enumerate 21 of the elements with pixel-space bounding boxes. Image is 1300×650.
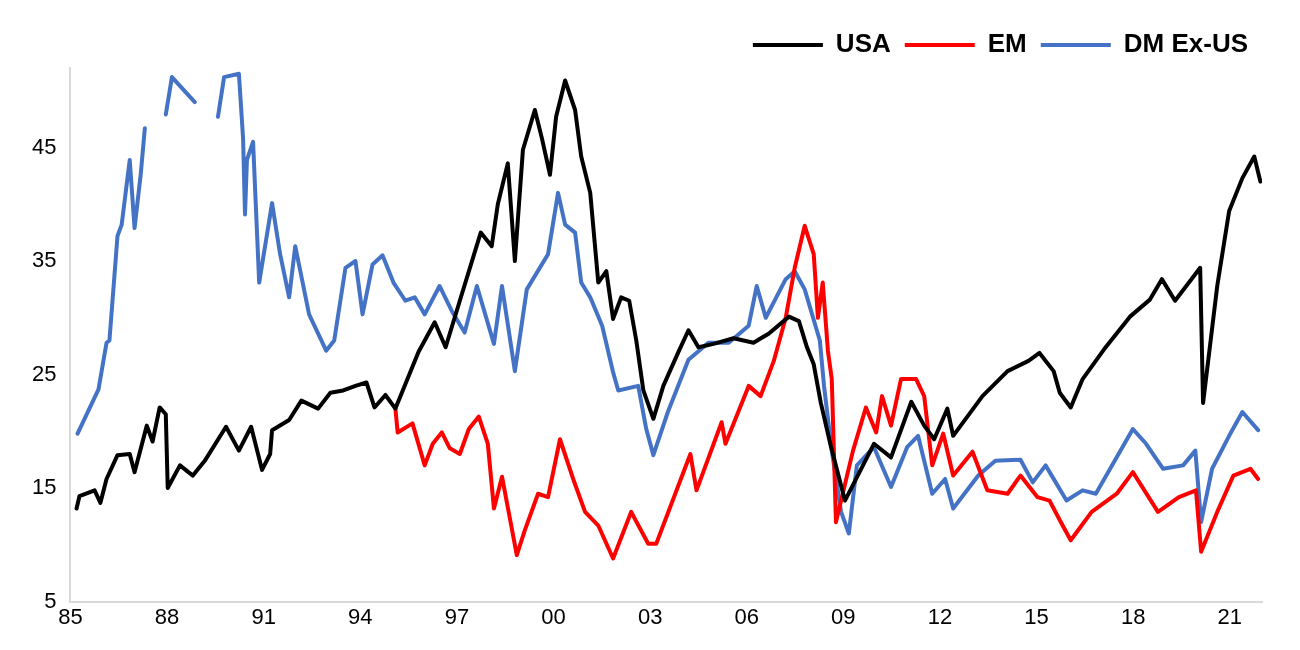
- y-tick-label: 15: [31, 474, 57, 500]
- x-tick-label: 09: [831, 603, 856, 629]
- y-tick-label: 25: [31, 360, 57, 386]
- y-tick-label: 35: [31, 247, 57, 273]
- legend-label: USA: [835, 28, 891, 59]
- y-tick-label: 45: [31, 133, 57, 159]
- x-tick-label: 06: [734, 603, 759, 629]
- x-tick-label: 85: [58, 603, 83, 629]
- legend-label: EM: [987, 28, 1027, 59]
- x-tick-label: 03: [637, 603, 663, 629]
- y-tick-label: 5: [44, 587, 57, 613]
- x-tick-label: 00: [541, 603, 566, 629]
- x-tick-label: 15: [1024, 603, 1049, 629]
- x-tick-label: 12: [927, 603, 953, 629]
- legend-label: DM Ex-US: [1123, 28, 1249, 59]
- x-tick-label: 94: [348, 603, 373, 629]
- x-tick-label: 97: [444, 603, 470, 629]
- x-tick-label: 91: [251, 603, 276, 629]
- x-tick-label: 21: [1217, 603, 1243, 629]
- x-tick-label: 88: [154, 603, 180, 629]
- x-tick-label: 18: [1120, 603, 1146, 629]
